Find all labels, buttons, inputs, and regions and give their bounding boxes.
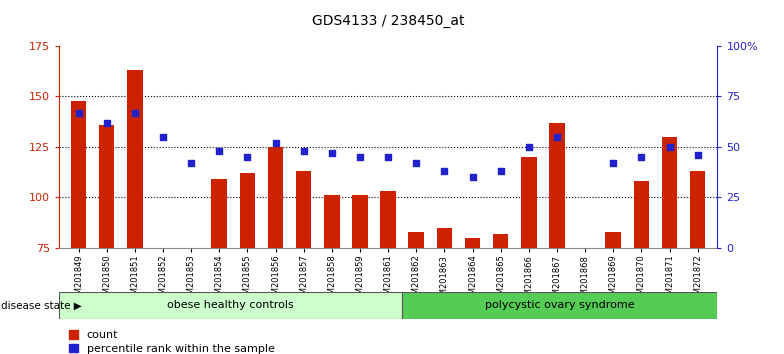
- Point: [129, 110, 141, 115]
- Bar: [380, 191, 396, 248]
- Point: [100, 120, 113, 126]
- Bar: [521, 157, 536, 248]
- Point: [185, 160, 198, 166]
- Point: [691, 152, 704, 158]
- Bar: [493, 234, 508, 248]
- Bar: [605, 232, 621, 248]
- Point: [157, 134, 169, 140]
- Point: [410, 160, 423, 166]
- Bar: [71, 101, 86, 248]
- Text: disease state ▶: disease state ▶: [1, 300, 82, 310]
- Point: [607, 160, 619, 166]
- Bar: [268, 147, 283, 248]
- Bar: [212, 179, 227, 248]
- Bar: [662, 137, 677, 248]
- Point: [663, 144, 676, 150]
- Point: [241, 154, 254, 160]
- Point: [213, 148, 226, 154]
- Point: [325, 150, 338, 156]
- Bar: [550, 123, 564, 248]
- Point: [466, 175, 479, 180]
- Point: [635, 154, 648, 160]
- Bar: [465, 238, 481, 248]
- Bar: [296, 171, 311, 248]
- Bar: [633, 181, 649, 248]
- Text: polycystic ovary syndrome: polycystic ovary syndrome: [485, 300, 634, 310]
- Bar: [408, 232, 424, 248]
- Legend: count, percentile rank within the sample: count, percentile rank within the sample: [64, 326, 279, 354]
- Bar: [99, 125, 114, 248]
- Point: [550, 134, 563, 140]
- Bar: [240, 173, 255, 248]
- Point: [495, 168, 507, 174]
- Point: [297, 148, 310, 154]
- Bar: [324, 195, 339, 248]
- Point: [438, 168, 451, 174]
- Point: [522, 144, 535, 150]
- Point: [354, 154, 366, 160]
- Text: GDS4133 / 238450_at: GDS4133 / 238450_at: [312, 14, 464, 28]
- Point: [72, 110, 85, 115]
- Text: obese healthy controls: obese healthy controls: [167, 300, 294, 310]
- FancyBboxPatch shape: [59, 292, 402, 319]
- Point: [269, 140, 281, 146]
- Bar: [437, 228, 452, 248]
- FancyBboxPatch shape: [402, 292, 717, 319]
- Point: [382, 154, 394, 160]
- Bar: [352, 195, 368, 248]
- Bar: [127, 70, 143, 248]
- Bar: [690, 171, 706, 248]
